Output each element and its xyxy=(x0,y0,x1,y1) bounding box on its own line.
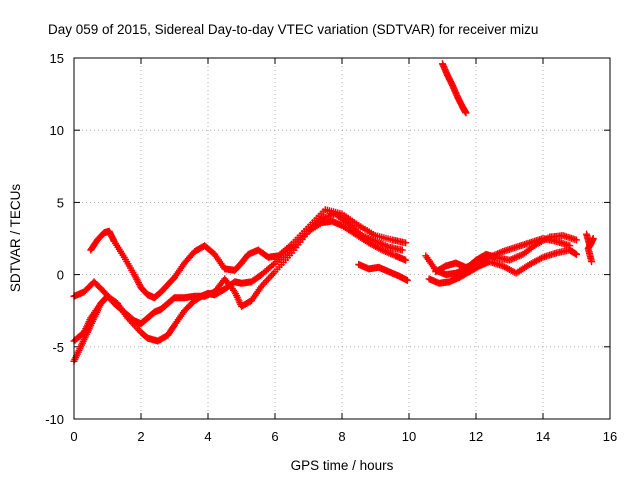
y-tick-label: 10 xyxy=(50,123,64,138)
y-tick-label: -5 xyxy=(52,340,64,355)
x-tick-label: 12 xyxy=(469,429,483,444)
x-tick-label: 10 xyxy=(402,429,416,444)
series-track-i xyxy=(432,235,574,276)
data-point xyxy=(566,242,574,250)
y-tick-label: 0 xyxy=(57,268,64,283)
chart-title: Day 059 of 2015, Sidereal Day-to-day VTE… xyxy=(48,22,538,37)
x-tick-label: 2 xyxy=(137,429,144,444)
y-tick-label: 5 xyxy=(57,195,64,210)
y-axis-label: SDTVAR / TECUs xyxy=(8,184,23,293)
data-points xyxy=(70,60,597,365)
series-track-b xyxy=(70,210,406,328)
series-track-a xyxy=(70,217,410,345)
x-tick-label: 8 xyxy=(338,429,345,444)
data-point xyxy=(398,246,406,254)
data-point xyxy=(402,256,410,264)
data-point xyxy=(104,292,111,300)
data-point xyxy=(573,236,580,244)
x-tick-label: 14 xyxy=(536,429,550,444)
x-tick-label: 0 xyxy=(70,429,77,444)
x-tick-label: 4 xyxy=(204,429,211,444)
x-axis-label: GPS time / hours xyxy=(291,458,394,473)
data-point xyxy=(103,293,111,301)
data-point xyxy=(462,109,470,117)
data-point xyxy=(403,276,411,284)
axes: 0 2 4 6 8 10 12 14 16 -10 -5 0 5 10 15 xyxy=(45,51,617,444)
y-tick-label: -10 xyxy=(45,412,64,427)
series-track-e xyxy=(355,260,411,284)
series-track-j xyxy=(583,230,597,266)
grid-lines xyxy=(74,58,610,419)
x-tick-label: 16 xyxy=(603,429,617,444)
data-point xyxy=(588,258,596,266)
series-track-c xyxy=(87,206,410,302)
y-tick-label: 15 xyxy=(50,51,64,66)
x-tick-label: 6 xyxy=(271,429,278,444)
plot-frame xyxy=(73,57,611,420)
series-track-d xyxy=(70,292,111,365)
data-point xyxy=(573,250,580,258)
data-point xyxy=(402,239,410,247)
series-track-f xyxy=(439,60,470,117)
